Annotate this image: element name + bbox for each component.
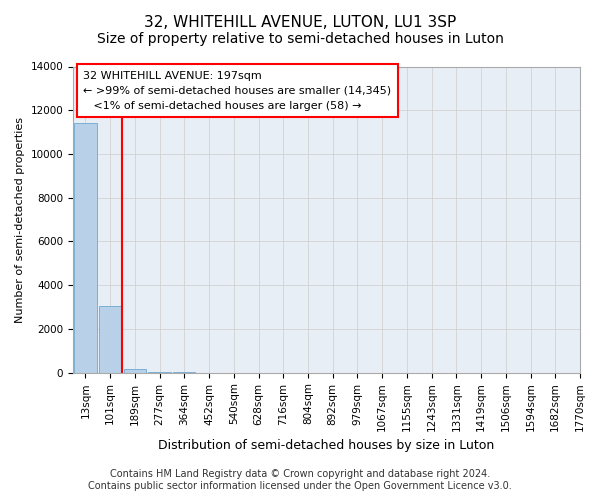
- X-axis label: Distribution of semi-detached houses by size in Luton: Distribution of semi-detached houses by …: [158, 440, 494, 452]
- Text: Size of property relative to semi-detached houses in Luton: Size of property relative to semi-detach…: [97, 32, 503, 46]
- Text: Contains HM Land Registry data © Crown copyright and database right 2024.
Contai: Contains HM Land Registry data © Crown c…: [88, 470, 512, 491]
- Bar: [124, 370, 146, 372]
- Text: 32, WHITEHILL AVENUE, LUTON, LU1 3SP: 32, WHITEHILL AVENUE, LUTON, LU1 3SP: [144, 15, 456, 30]
- Y-axis label: Number of semi-detached properties: Number of semi-detached properties: [15, 116, 25, 322]
- Text: 32 WHITEHILL AVENUE: 197sqm
← >99% of semi-detached houses are smaller (14,345)
: 32 WHITEHILL AVENUE: 197sqm ← >99% of se…: [83, 71, 391, 110]
- Bar: [99, 306, 121, 372]
- Bar: [74, 124, 97, 372]
